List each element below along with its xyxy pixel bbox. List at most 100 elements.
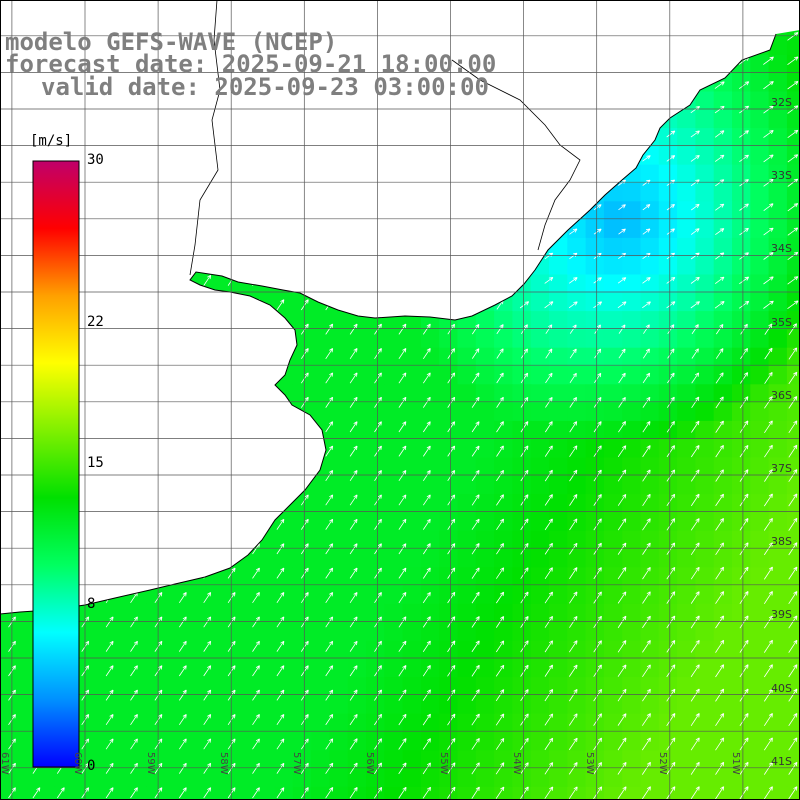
wind-arrow bbox=[739, 396, 749, 409]
wind-arrow bbox=[593, 640, 602, 653]
wind-cell bbox=[457, 750, 477, 770]
wind-arrow bbox=[374, 665, 382, 677]
wind-arrow bbox=[349, 372, 358, 384]
wind-cell bbox=[512, 329, 532, 349]
wind-arrow bbox=[349, 567, 358, 579]
wind-cell bbox=[750, 54, 770, 74]
wind-cell bbox=[622, 603, 642, 623]
wind-cell bbox=[402, 640, 422, 660]
wind-arrow bbox=[788, 323, 797, 336]
wind-cell bbox=[439, 585, 459, 605]
wind-cell bbox=[237, 677, 257, 696]
wind-cell bbox=[695, 713, 715, 733]
wind-arrow bbox=[764, 371, 773, 384]
wind-arrow bbox=[495, 591, 505, 604]
wind-arrow bbox=[763, 639, 773, 653]
wind-arrow bbox=[398, 494, 407, 506]
wind-cell bbox=[585, 439, 605, 459]
wind-arrow bbox=[642, 591, 651, 604]
wind-cell bbox=[18, 622, 38, 642]
wind-cell bbox=[585, 603, 605, 623]
wind-arrow bbox=[641, 737, 651, 751]
wind-cell bbox=[347, 475, 367, 495]
wind-arrow bbox=[617, 567, 627, 580]
wind-cell bbox=[677, 146, 696, 166]
wind-cell bbox=[695, 256, 715, 276]
wind-arrow bbox=[738, 81, 750, 90]
wind-cell bbox=[292, 384, 312, 404]
wind-cell bbox=[329, 695, 349, 715]
wind-cell bbox=[457, 640, 477, 660]
wind-cell bbox=[530, 420, 550, 440]
wind-cell bbox=[494, 457, 513, 477]
wind-arrow bbox=[447, 372, 456, 384]
wind-cell bbox=[91, 622, 111, 642]
wind-arrow bbox=[374, 421, 382, 433]
wind-arrow bbox=[496, 324, 504, 335]
wind-arrow bbox=[643, 324, 650, 334]
wind-cell bbox=[750, 439, 770, 459]
wind-arrow bbox=[691, 348, 699, 359]
wind-cell bbox=[73, 786, 93, 800]
wind-arrow bbox=[618, 396, 626, 408]
wind-cell bbox=[402, 750, 422, 770]
wind-arrow bbox=[422, 323, 431, 335]
wind-arrow bbox=[715, 493, 724, 507]
lat-label-41S: 41S bbox=[771, 754, 792, 768]
wind-cell bbox=[695, 366, 715, 385]
wind-arrow bbox=[447, 518, 456, 530]
wind-arrow bbox=[593, 277, 602, 284]
wind-cell bbox=[567, 457, 587, 477]
wind-cell bbox=[292, 603, 312, 623]
wind-cell bbox=[128, 750, 147, 770]
wind-arrow bbox=[544, 301, 554, 309]
wind-cell bbox=[128, 695, 147, 715]
wind-cell bbox=[475, 732, 495, 751]
wind-cell bbox=[146, 732, 166, 751]
wind-cell bbox=[494, 384, 513, 404]
wind-arrow bbox=[715, 252, 725, 260]
wind-arrow bbox=[690, 542, 700, 556]
wind-cell bbox=[164, 768, 184, 788]
wind-arrow bbox=[788, 469, 798, 482]
wind-cell bbox=[567, 347, 587, 367]
wind-cell bbox=[329, 475, 349, 495]
wind-arrow bbox=[690, 493, 700, 507]
lon-label-56W: 56W bbox=[364, 752, 376, 775]
wind-arrow bbox=[276, 567, 285, 579]
wind-arrow bbox=[544, 689, 554, 702]
wind-cell bbox=[622, 329, 642, 349]
wind-cell bbox=[732, 292, 751, 312]
wind-cell bbox=[713, 402, 733, 422]
wind-cell bbox=[549, 256, 568, 276]
wind-cell bbox=[311, 475, 330, 495]
wind-cell bbox=[439, 439, 459, 459]
wind-cell bbox=[768, 457, 788, 477]
wind-cell bbox=[311, 786, 330, 800]
wind-cell bbox=[786, 183, 800, 202]
wind-cell bbox=[256, 677, 276, 696]
wind-cell bbox=[750, 219, 770, 239]
wind-cell bbox=[402, 384, 422, 404]
wind-cell bbox=[530, 457, 550, 477]
wind-arrow bbox=[738, 300, 750, 309]
wind-cell bbox=[695, 567, 715, 587]
wind-arrow bbox=[300, 762, 309, 774]
wind-cell bbox=[549, 347, 568, 367]
wind-cell bbox=[0, 622, 19, 642]
wind-cell bbox=[164, 658, 184, 678]
wind-cell bbox=[549, 750, 568, 770]
wind-arrow bbox=[618, 204, 626, 211]
wind-arrow bbox=[691, 420, 700, 433]
wind-cell bbox=[695, 183, 715, 202]
wind-cell bbox=[640, 475, 660, 495]
wind-arrow bbox=[690, 203, 700, 211]
wind-arrow bbox=[227, 665, 236, 677]
wind-cell bbox=[640, 274, 660, 294]
wind-cell bbox=[494, 549, 513, 568]
wind-cell bbox=[658, 329, 678, 349]
wind-cell bbox=[768, 311, 788, 330]
wind-cell bbox=[640, 237, 660, 257]
wind-cell bbox=[603, 750, 623, 770]
